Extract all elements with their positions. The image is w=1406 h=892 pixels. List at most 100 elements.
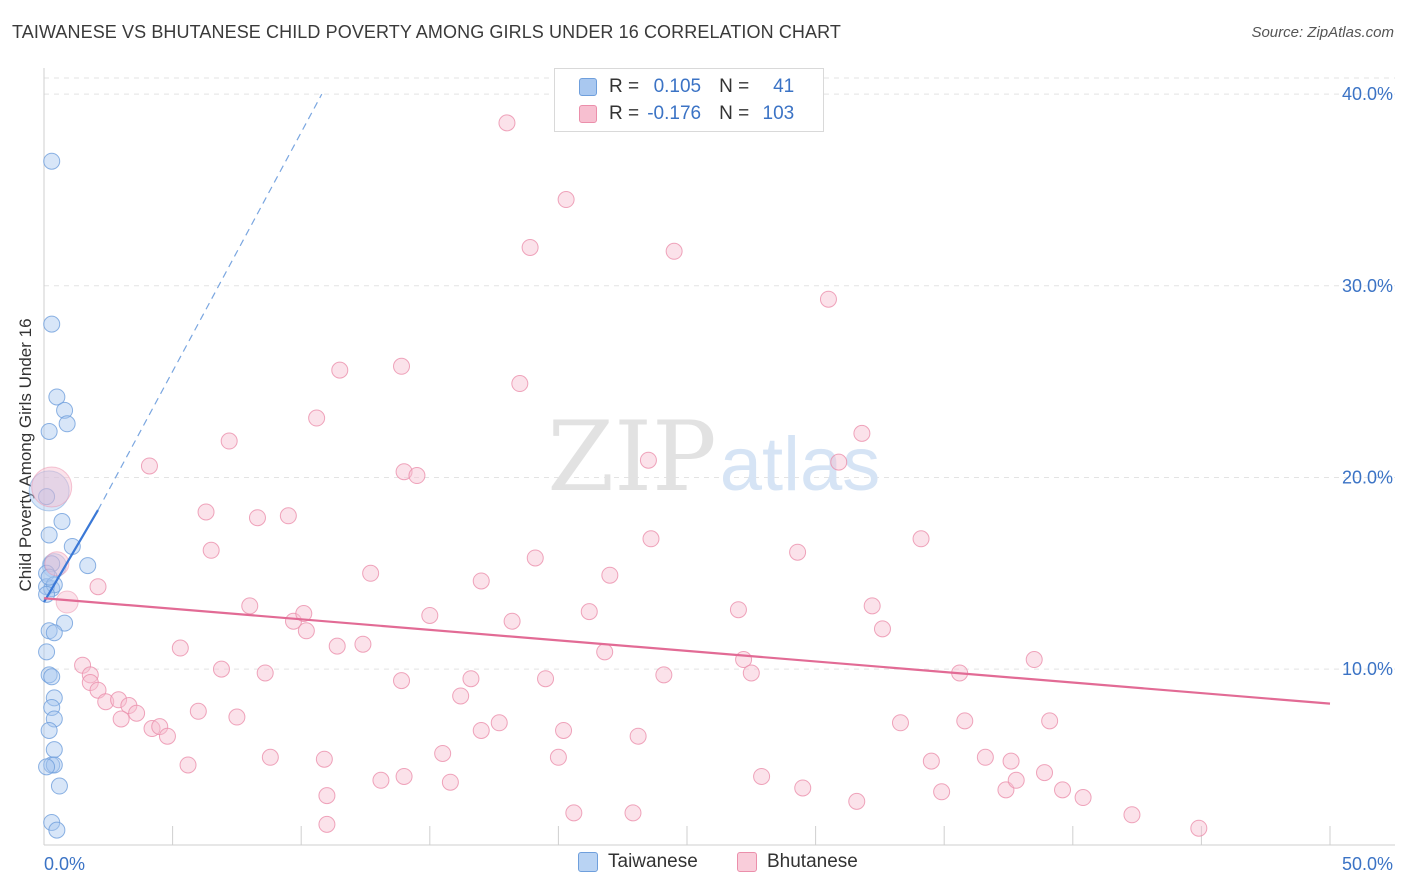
- taiwanese-point: [38, 488, 56, 506]
- bhutanese-point: [863, 597, 881, 615]
- taiwanese-point: [38, 643, 56, 661]
- bhutanese-point: [511, 375, 529, 393]
- legend-row-bhutanese: R = -0.176 N = 103: [579, 101, 794, 127]
- bhutanese-point: [297, 622, 315, 640]
- taiwanese-point: [40, 721, 58, 739]
- taiwanese-point: [43, 668, 61, 686]
- bhutanese-point: [372, 771, 390, 789]
- bhutanese-point: [848, 792, 866, 810]
- x-tick-label: 0.0%: [44, 854, 85, 874]
- bhutanese-point: [89, 578, 107, 596]
- bhutanese-point: [873, 620, 891, 638]
- gridlines: [44, 77, 1395, 670]
- bhutanese-point: [830, 453, 848, 471]
- legend-r-label: R =: [609, 76, 640, 97]
- legend-r-label: R =: [609, 103, 640, 124]
- correlation-legend: R = 0.105 N = 41 R = -0.176 N = 103: [554, 68, 824, 132]
- bhutanese-point: [393, 672, 411, 690]
- legend-n-value: 41: [773, 76, 795, 97]
- taiwanese-point: [43, 315, 61, 333]
- bhutanese-point: [395, 767, 413, 785]
- bhutanese-point: [976, 748, 994, 766]
- taiwanese-point: [43, 152, 61, 170]
- series-legend: Taiwanese Bhutanese: [0, 851, 1406, 877]
- bhutanese-point: [331, 361, 349, 379]
- bhutanese-point: [434, 744, 452, 762]
- legend-swatch-bhutanese: [737, 852, 757, 872]
- bhutanese-point: [462, 670, 480, 688]
- bhutanese-point: [395, 463, 413, 481]
- legend-r-value: 0.105: [653, 76, 702, 97]
- y-tick-label: 30.0%: [1342, 276, 1393, 296]
- bhutanese-point: [110, 691, 128, 709]
- bhutanese-point: [441, 773, 459, 791]
- y-tick-label: 40.0%: [1342, 84, 1393, 104]
- taiwanese-point: [58, 415, 76, 433]
- bhutanese-point: [1054, 781, 1072, 799]
- bhutanese-point: [549, 748, 567, 766]
- bhutanese-point: [819, 290, 837, 308]
- bhutanese-point: [256, 664, 274, 682]
- taiwanese-point: [48, 821, 66, 839]
- bhutanese-point: [596, 643, 614, 661]
- bhutanese-point: [315, 750, 333, 768]
- bhutanese-point: [729, 601, 747, 619]
- bhutanese-point: [1074, 789, 1092, 807]
- bhutanese-point: [526, 549, 544, 567]
- watermark-atlas: atlas: [720, 422, 881, 507]
- y-tick-label: 20.0%: [1342, 467, 1393, 487]
- bhutanese-point: [498, 114, 516, 132]
- bhutanese-point: [580, 603, 598, 621]
- bhutanese-point: [318, 787, 336, 805]
- bhutanese-point: [753, 767, 771, 785]
- bhutanese-point: [362, 564, 380, 582]
- bhutanese-point: [1002, 752, 1020, 770]
- bhutanese-point: [472, 721, 490, 739]
- taiwanese-point: [53, 513, 71, 531]
- bhutanese-point: [655, 666, 673, 684]
- legend-item-bhutanese[interactable]: Bhutanese: [737, 851, 858, 873]
- taiwanese-point: [43, 555, 61, 573]
- legend-r-value: -0.176: [647, 103, 702, 124]
- bhutanese-point: [1123, 806, 1141, 824]
- bhutanese-point: [665, 242, 683, 260]
- axes: [43, 68, 1395, 846]
- bhutanese-point: [537, 670, 555, 688]
- bhutanese-point: [912, 530, 930, 548]
- bhutanese-point: [228, 708, 246, 726]
- bhutanese-point: [1025, 651, 1043, 669]
- bhutanese-point: [629, 727, 647, 745]
- bhutanese-point: [279, 507, 297, 525]
- bhutanese-point: [128, 704, 146, 722]
- taiwanese-point: [79, 557, 97, 575]
- bhutanese-point: [1190, 819, 1208, 837]
- bhutanese-point: [1041, 712, 1059, 730]
- legend-swatch-bhutanese: [579, 105, 597, 123]
- bhutanese-point: [354, 635, 372, 653]
- bhutanese-point: [248, 509, 266, 527]
- taiwanese-point: [40, 666, 58, 684]
- bhutanese-point: [642, 530, 660, 548]
- bhutanese-point: [158, 727, 176, 745]
- taiwanese-point: [50, 777, 68, 795]
- bhutanese-point: [742, 664, 760, 682]
- source-label: Source: ZipAtlas.com: [1251, 24, 1394, 41]
- taiwanese-trend-line-dashed: [97, 93, 323, 511]
- legend-item-taiwanese[interactable]: Taiwanese: [578, 851, 698, 873]
- watermark: ZIP atlas: [547, 401, 880, 513]
- taiwanese-points: [28, 152, 97, 839]
- bhutanese-point: [922, 752, 940, 770]
- bhutanese-point: [171, 639, 189, 657]
- bhutanese-point: [891, 714, 909, 732]
- legend-n-value: 103: [762, 103, 795, 124]
- bhutanese-point: [318, 815, 336, 833]
- watermark-zip: ZIP: [547, 401, 716, 513]
- bhutanese-point: [261, 748, 279, 766]
- bhutanese-point: [197, 503, 215, 521]
- tick-labels: 10.0% 20.0% 30.0% 40.0% 0.0% 50.0%: [44, 84, 1393, 874]
- bhutanese-point: [789, 543, 807, 561]
- bhutanese-point: [624, 804, 642, 822]
- taiwanese-point: [56, 401, 74, 419]
- chart-title: TAIWANESE VS BHUTANESE CHILD POVERTY AMO…: [12, 22, 841, 42]
